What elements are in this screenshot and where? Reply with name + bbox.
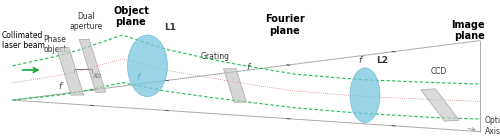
Polygon shape [79,39,106,92]
Text: Collimated
laser beam: Collimated laser beam [2,31,45,50]
Ellipse shape [350,68,380,122]
Text: f: f [246,63,249,72]
Text: Object
plane: Object plane [113,6,149,27]
Text: f: f [58,82,61,91]
Text: Phase
object: Phase object [43,35,67,54]
Polygon shape [56,48,84,95]
Text: L2: L2 [376,56,388,65]
Text: Optical
Axis: Optical Axis [485,116,500,136]
Text: Fourier
plane: Fourier plane [265,14,305,36]
Text: CCD: CCD [431,67,447,76]
Text: L1: L1 [164,24,176,32]
Text: f: f [136,73,139,82]
Polygon shape [420,89,460,121]
Text: f: f [358,56,362,65]
Text: Grating: Grating [200,52,230,61]
Text: x₀: x₀ [92,71,101,80]
Text: Image
plane: Image plane [452,20,485,41]
Ellipse shape [128,35,168,97]
Polygon shape [224,68,246,102]
Text: Dual
aperture: Dual aperture [70,12,102,31]
